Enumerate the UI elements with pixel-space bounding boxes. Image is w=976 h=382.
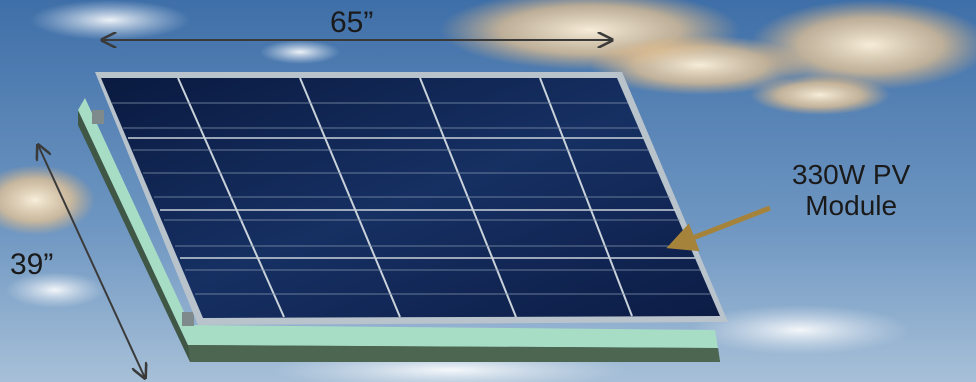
module-pointer-arrow <box>666 205 771 252</box>
width-dimension-label: 65” <box>330 6 374 39</box>
panel-major-rows <box>128 137 695 259</box>
module-label: 330W PV Module <box>792 159 911 222</box>
module-label-line1: 330W PV <box>792 159 911 190</box>
bracket-left-top <box>92 110 104 124</box>
height-dimension-label: 39” <box>10 248 54 281</box>
panel-base <box>78 98 720 362</box>
module-label-line2: Module <box>805 189 898 221</box>
bracket-left-bottom <box>182 312 194 326</box>
base-front-face <box>188 345 720 362</box>
panel-busbars <box>112 102 710 295</box>
height-dimension-arrow <box>38 145 145 378</box>
